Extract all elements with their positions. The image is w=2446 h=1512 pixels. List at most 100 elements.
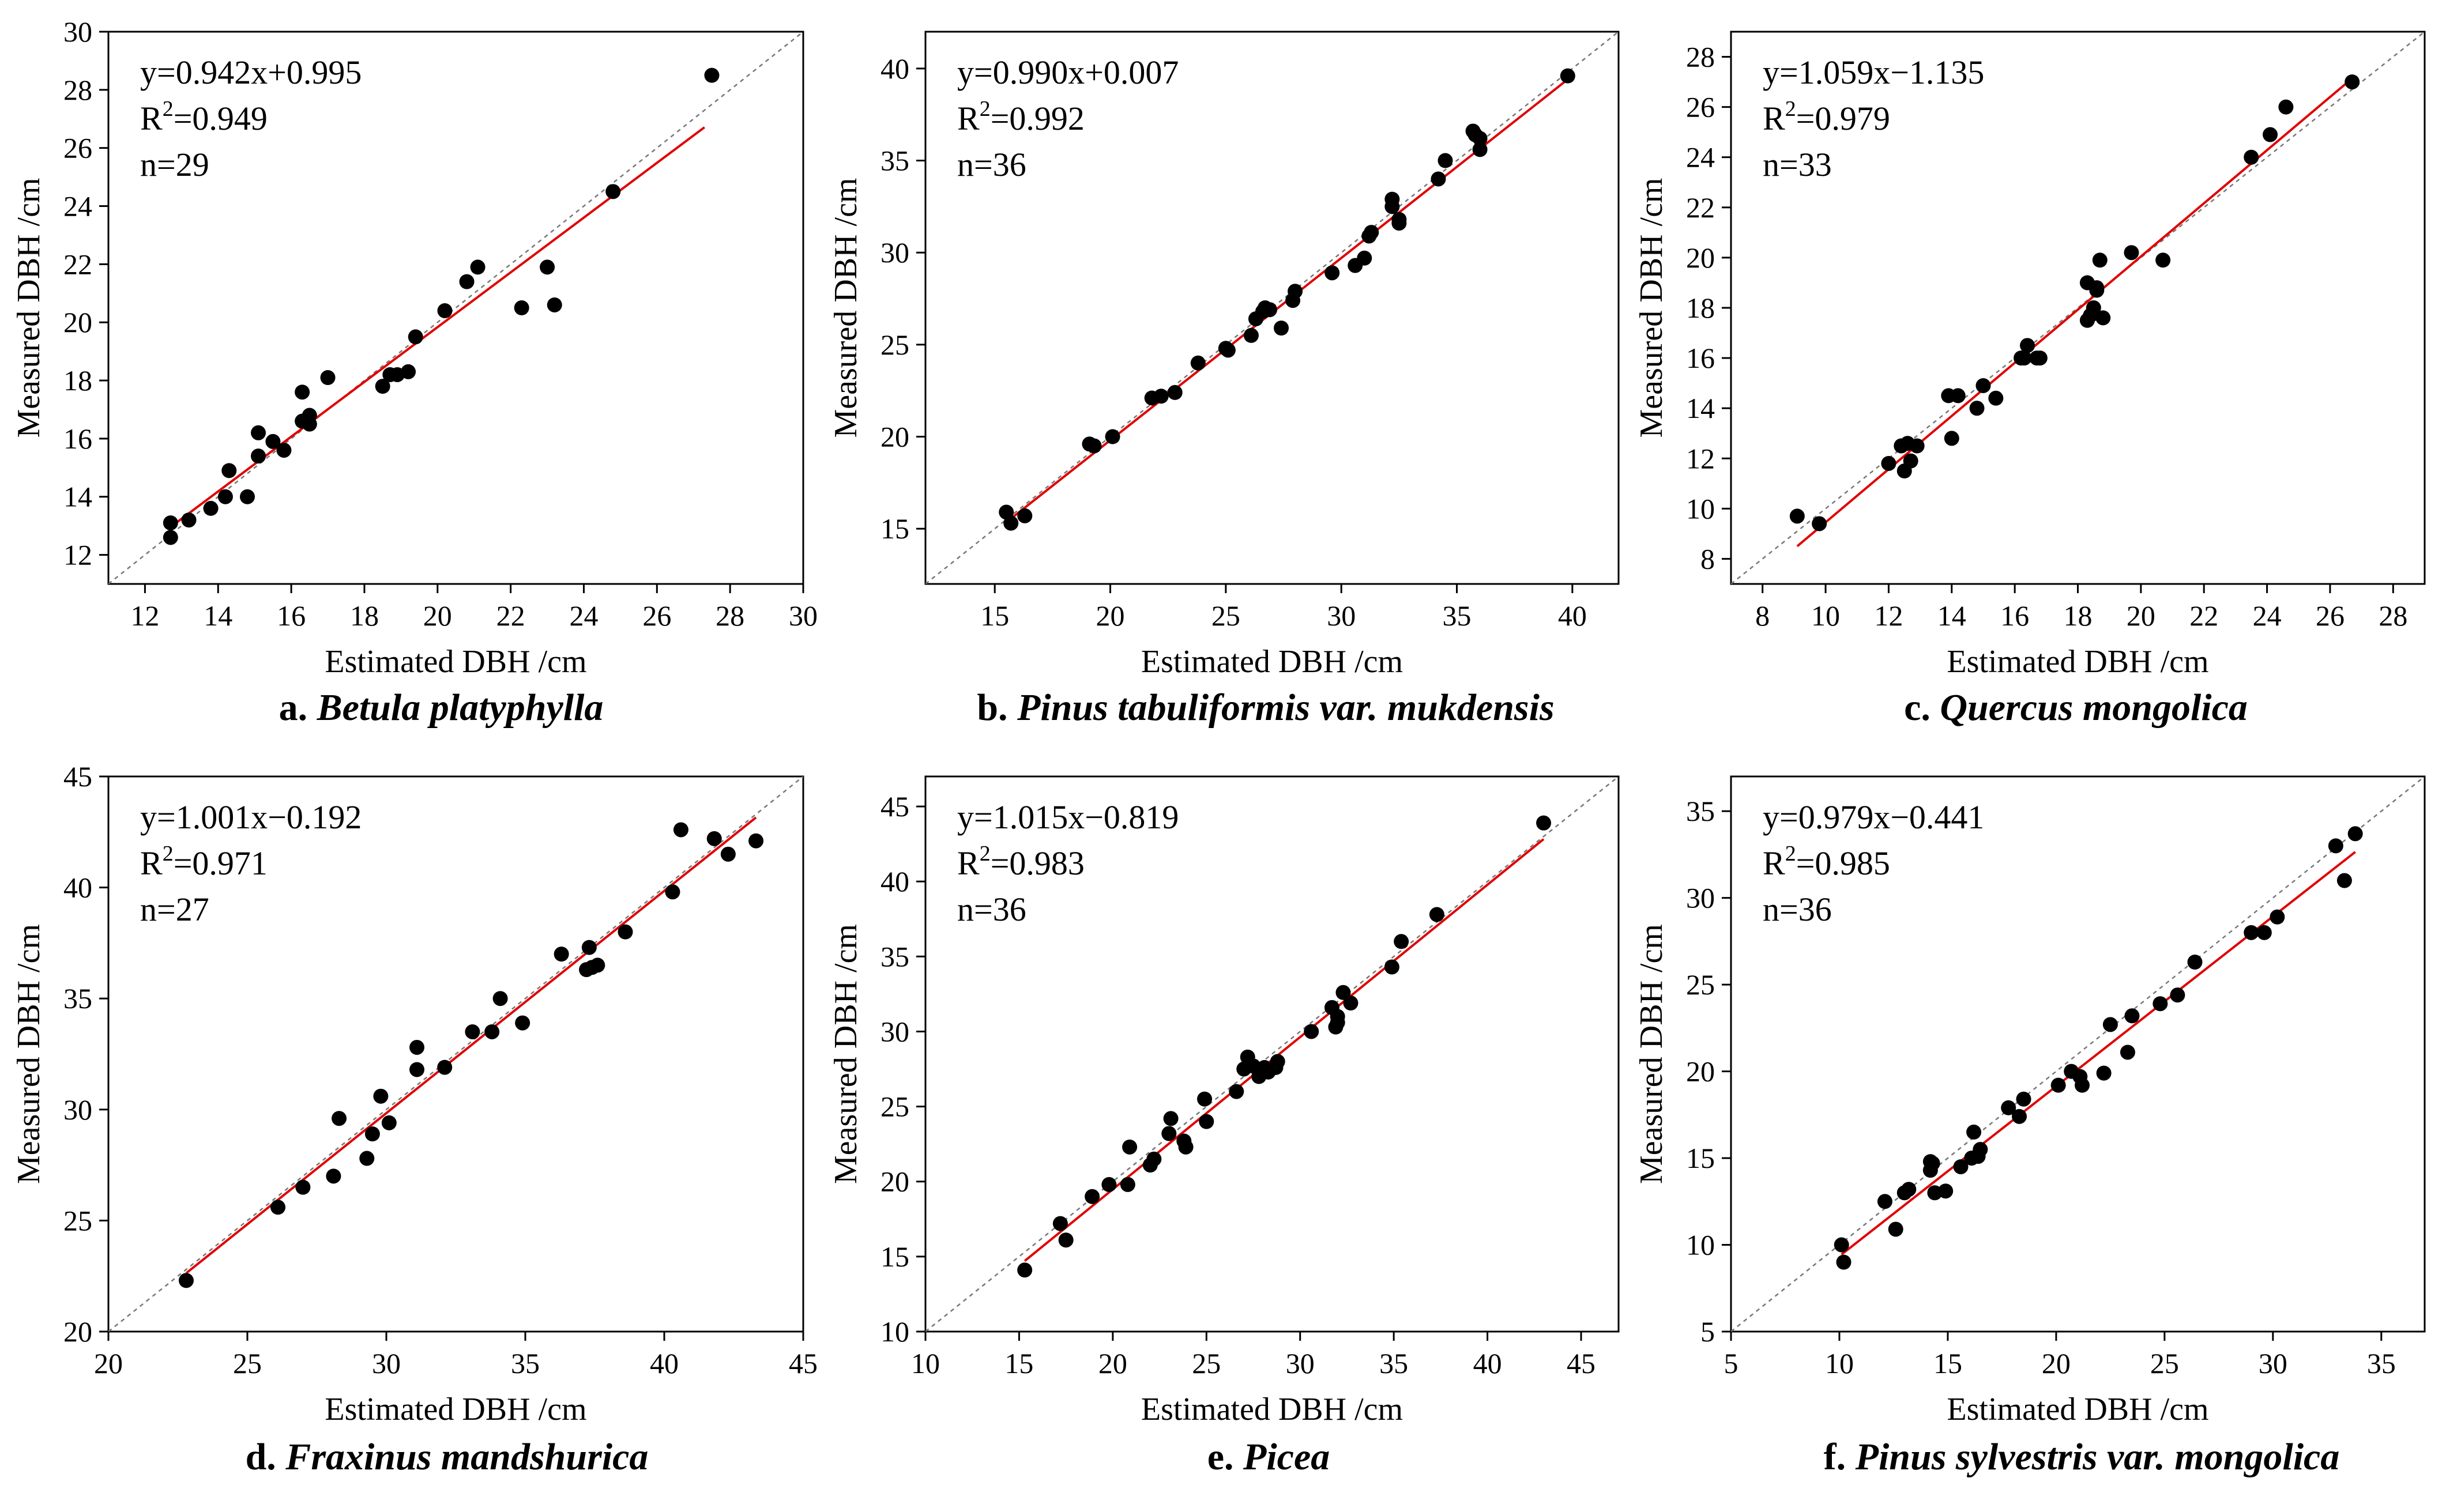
y-tick-label: 25 [1686, 968, 1715, 1001]
data-point [1944, 431, 1959, 446]
plot-frame [107, 31, 804, 585]
y-tick-label: 20 [880, 421, 909, 453]
data-point [2095, 310, 2111, 326]
data-point [326, 1168, 341, 1184]
y-tick-label: 20 [1686, 242, 1715, 274]
data-point [2001, 1100, 2016, 1115]
data-point [1220, 342, 1236, 358]
data-point [178, 1273, 194, 1288]
plot-frame [1730, 775, 2426, 1333]
data-point [470, 259, 486, 275]
r-squared-superscript: 2 [163, 842, 174, 866]
panel-caption-f: f. Pinus sylvestris var. mongolica [1563, 1435, 2446, 1479]
y-tick-label: 12 [63, 539, 92, 571]
data-point [1812, 516, 1827, 531]
x-tick-label: 12 [130, 599, 159, 632]
data-point [203, 500, 219, 516]
r-squared: R2=0.985 [1763, 842, 1890, 882]
sample-size: n=36 [957, 891, 1026, 928]
data-point [2328, 838, 2343, 854]
species-name: Betula platyphylla [317, 687, 604, 729]
data-point [1922, 1154, 1938, 1170]
data-point [295, 1179, 311, 1195]
data-point [240, 489, 255, 504]
x-tick-label: 24 [569, 599, 598, 632]
x-tick-label: 12 [1874, 599, 1903, 632]
r-squared-value: =0.983 [991, 844, 1085, 882]
plot-frame [924, 31, 1620, 585]
r-squared-symbol: R [140, 844, 163, 882]
data-point [1161, 1126, 1177, 1141]
y-axis-label: Measured DBH /cm [828, 924, 864, 1184]
data-point [1536, 815, 1552, 831]
data-point [1101, 1177, 1117, 1192]
y-tick-label: 28 [63, 74, 92, 106]
data-point [673, 822, 688, 838]
y-tick-label: 40 [880, 865, 909, 898]
data-point [1058, 1232, 1074, 1248]
data-point [1120, 1177, 1135, 1192]
x-tick-label: 22 [496, 599, 525, 632]
data-point [2011, 1108, 2027, 1124]
data-point [1197, 1091, 1213, 1107]
x-axis-label: Estimated DBH /cm [325, 1392, 586, 1427]
data-point [2016, 1091, 2031, 1107]
data-point [1789, 508, 1805, 524]
regression-fit-line [185, 816, 757, 1275]
r-squared-symbol: R [1763, 844, 1785, 882]
species-name: Pinus tabuliformis var. mukdensis [1017, 687, 1555, 729]
data-point [1288, 284, 1303, 299]
y-tick-label: 15 [880, 512, 909, 545]
regression-equation: y=1.001x−0.192 [140, 798, 362, 836]
data-point [401, 364, 416, 379]
data-point [706, 831, 722, 846]
y-tick-label: 14 [63, 481, 92, 513]
y-tick-label: 30 [880, 236, 909, 269]
data-point [2244, 149, 2259, 165]
x-tick-label: 25 [1192, 1347, 1221, 1379]
x-tick-label: 8 [1755, 599, 1770, 632]
data-point [437, 1059, 453, 1075]
data-point [2120, 1045, 2135, 1060]
data-point [1017, 1262, 1033, 1278]
r-squared-superscript: 2 [980, 97, 991, 121]
data-point [221, 463, 237, 478]
data-point [1836, 1254, 1852, 1270]
x-tick-label: 35 [1443, 599, 1472, 632]
data-point [408, 329, 423, 345]
data-point [1270, 1054, 1285, 1069]
panel-caption-b: b. Pinus tabuliformis var. mukdensis [747, 686, 1785, 730]
x-tick-label: 35 [1379, 1347, 1408, 1379]
y-axis-label: Measured DBH /cm [11, 178, 47, 438]
data-point [1472, 131, 1488, 146]
x-tick-label: 16 [2000, 599, 2029, 632]
data-point [2089, 282, 2105, 298]
panel-caption-d: d. Fraxinus mandshurica [0, 1435, 966, 1479]
x-tick-label: 20 [1096, 599, 1125, 632]
panel-letter: a. [279, 687, 308, 729]
data-point [2270, 909, 2285, 925]
data-point [359, 1151, 375, 1166]
data-point [1190, 355, 1206, 371]
data-point [2187, 955, 2203, 970]
x-tick-label: 5 [1724, 1347, 1738, 1379]
data-point [332, 1111, 347, 1126]
y-tick-label: 22 [1686, 191, 1715, 224]
data-point [251, 425, 266, 440]
panel-caption-c: c. Quercus mongolica [1557, 686, 2446, 730]
x-tick-label: 20 [2042, 1347, 2071, 1379]
sample-size: n=33 [1763, 146, 1832, 183]
x-tick-label: 20 [1098, 1347, 1127, 1379]
y-tick-label: 35 [880, 145, 909, 177]
one-to-one-reference-line [1731, 776, 2425, 1332]
r-squared-symbol: R [1763, 100, 1785, 137]
sample-size: n=27 [140, 891, 209, 928]
chart-panel-e: 10 15 20 25 30 35 40 45 10 15 20 25 30 35 40 45 Estimate… [828, 775, 1620, 1427]
data-point [2086, 300, 2101, 315]
regression-equation: y=0.942x+0.995 [140, 54, 362, 91]
data-point [295, 384, 310, 400]
data-point [2345, 74, 2360, 90]
sample-size: n=29 [140, 146, 209, 183]
data-point [2244, 925, 2259, 940]
data-point [1105, 429, 1120, 444]
